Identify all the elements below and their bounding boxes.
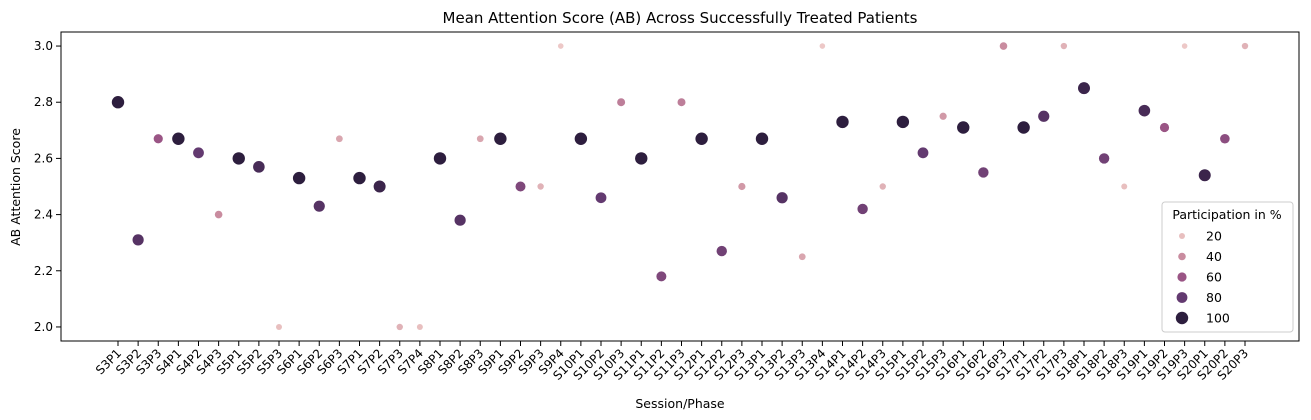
data-point — [1181, 43, 1188, 49]
data-point — [917, 147, 929, 159]
data-point — [776, 192, 788, 204]
x-axis-ticks: S3P1S3P2S3P3S4P1S4P2S4P3S5P1S5P2S5P3S6P1… — [93, 341, 1251, 383]
data-point — [999, 42, 1008, 50]
data-point — [879, 183, 886, 190]
data-point — [617, 98, 626, 107]
x-axis-label: Session/Phase — [635, 396, 725, 411]
data-point — [111, 96, 125, 109]
data-point — [656, 271, 667, 282]
plot-frame — [60, 31, 1300, 342]
data-point — [1038, 110, 1050, 122]
data-point — [574, 132, 588, 145]
data-point — [1060, 42, 1068, 50]
data-point — [335, 135, 343, 143]
data-point — [214, 210, 223, 219]
data-point — [557, 43, 564, 49]
data-point — [1078, 82, 1090, 95]
data-point — [353, 171, 366, 185]
data-point — [738, 182, 746, 191]
y-tick-label: 2.6 — [34, 151, 53, 165]
y-axis-ticks: 2.0 2.2 2.4 2.6 2.8 3.0 — [34, 39, 61, 334]
data-point — [798, 253, 806, 261]
y-axis-label: AB Attention Score — [8, 128, 23, 246]
data-point — [232, 152, 245, 165]
data-point — [595, 192, 607, 204]
legend: Participation in % 20 40 60 80 100 — [1161, 201, 1294, 333]
data-point — [515, 181, 526, 192]
data-point — [1159, 122, 1170, 133]
data-point — [1121, 183, 1128, 190]
data-point — [836, 115, 849, 129]
data-point — [957, 121, 970, 134]
legend-label: 100 — [1206, 311, 1230, 326]
data-point — [1138, 104, 1151, 117]
data-point — [396, 323, 403, 331]
y-tick-label: 2.4 — [34, 208, 53, 222]
legend-marker — [1177, 272, 1187, 282]
legend-label: 20 — [1206, 229, 1222, 244]
y-tick-label: 3.0 — [34, 39, 53, 53]
data-point — [253, 161, 265, 173]
chart-title: Mean Attention Score (AB) Across Success… — [443, 9, 918, 27]
legend-label: 40 — [1206, 249, 1222, 264]
data-point — [373, 180, 386, 193]
legend-title: Participation in % — [1172, 207, 1281, 222]
data-point — [454, 214, 466, 226]
data-point — [1220, 133, 1230, 144]
data-point — [476, 135, 484, 143]
data-point — [172, 132, 185, 145]
data-point — [755, 132, 769, 145]
data-point — [276, 323, 282, 330]
data-point — [494, 132, 507, 145]
legend-label: 80 — [1206, 290, 1222, 305]
data-point — [635, 152, 648, 165]
y-tick-label: 2.8 — [34, 95, 53, 109]
data-point — [313, 200, 325, 212]
data-point — [1098, 153, 1110, 164]
data-point — [978, 167, 989, 178]
data-point — [153, 134, 163, 144]
legend-label: 60 — [1206, 270, 1222, 285]
data-point — [1241, 42, 1249, 50]
data-point — [677, 98, 686, 107]
y-tick-label: 2.0 — [34, 320, 53, 334]
legend-marker — [1176, 292, 1188, 303]
data-points — [111, 42, 1249, 331]
y-tick-label: 2.2 — [34, 264, 53, 278]
legend-marker — [1178, 252, 1186, 261]
data-point — [857, 203, 868, 215]
legend-marker — [1175, 311, 1189, 325]
data-point — [416, 323, 423, 330]
data-point — [939, 112, 947, 120]
data-point — [193, 147, 204, 159]
data-point — [292, 171, 306, 185]
data-point — [1198, 169, 1211, 182]
data-point — [716, 245, 727, 257]
legend-box — [1161, 201, 1294, 333]
data-point — [695, 132, 708, 145]
data-point — [132, 234, 144, 246]
data-point — [896, 115, 910, 129]
data-point — [1017, 121, 1030, 134]
legend-marker — [1179, 233, 1185, 239]
data-point — [433, 152, 447, 165]
data-point — [537, 183, 544, 190]
data-point — [819, 43, 826, 49]
